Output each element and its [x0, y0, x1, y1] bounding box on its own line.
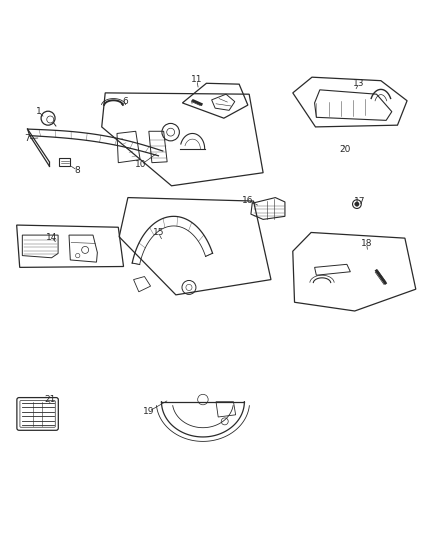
Text: 17: 17 [353, 197, 365, 206]
Text: 7: 7 [25, 134, 30, 143]
Text: 20: 20 [338, 145, 350, 154]
Text: 13: 13 [353, 79, 364, 88]
Circle shape [354, 202, 358, 206]
Text: 15: 15 [152, 229, 164, 237]
Text: 6: 6 [123, 97, 128, 106]
Text: 10: 10 [135, 160, 146, 169]
Text: 18: 18 [360, 239, 371, 248]
Text: 21: 21 [44, 395, 56, 404]
Text: 11: 11 [191, 75, 202, 84]
Text: 14: 14 [46, 233, 57, 242]
Text: 8: 8 [75, 166, 81, 175]
Text: 1: 1 [35, 107, 41, 116]
Text: 16: 16 [241, 196, 253, 205]
Text: 19: 19 [143, 407, 154, 416]
